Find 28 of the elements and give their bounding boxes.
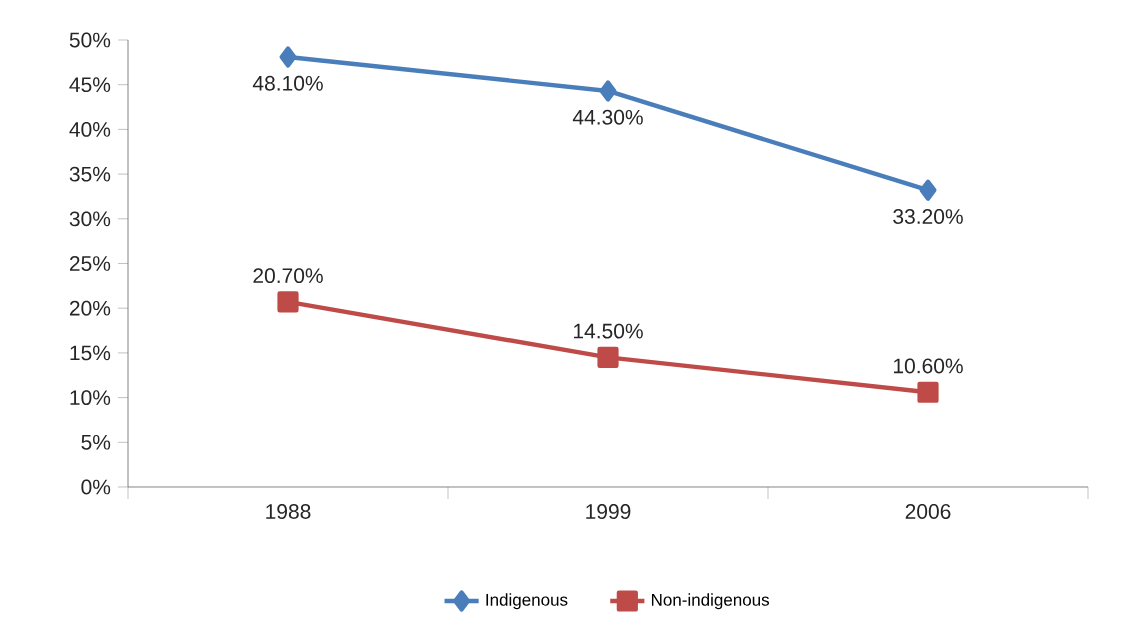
y-tick-label: 10% bbox=[70, 390, 111, 406]
point bbox=[279, 46, 297, 68]
y-tick-label: 35% bbox=[69, 166, 111, 182]
x-tick-label: 1988 bbox=[266, 504, 311, 519]
point bbox=[277, 291, 299, 313]
y-tick-label: 40% bbox=[69, 121, 111, 137]
y-tick-label: 0% bbox=[81, 479, 111, 495]
y-tick-label: 20% bbox=[69, 300, 111, 316]
y-tick-label: 45% bbox=[69, 77, 111, 93]
point bbox=[919, 179, 937, 201]
data-label: 20.70% bbox=[253, 268, 323, 284]
x-tick-label: 2006 bbox=[905, 504, 951, 519]
point bbox=[597, 346, 619, 368]
y-tick-label: 50% bbox=[69, 32, 111, 48]
data-label: 48.10% bbox=[252, 75, 323, 91]
y-tick-label: 25% bbox=[69, 256, 111, 271]
data-label: 14.50% bbox=[573, 323, 643, 339]
y-tick-label: 30% bbox=[69, 211, 111, 227]
y-tick-label: 5% bbox=[81, 434, 111, 450]
data-label: 33.20% bbox=[893, 209, 963, 224]
x-tick-label: 1999 bbox=[586, 504, 631, 519]
point bbox=[599, 80, 617, 102]
legend-label: Indigenous bbox=[486, 593, 568, 610]
point bbox=[917, 381, 939, 403]
y-tick-label: 15% bbox=[70, 345, 111, 361]
data-label: 44.30% bbox=[572, 109, 643, 125]
data-label: 10.60% bbox=[894, 358, 963, 374]
legend-label: Non-indigenous bbox=[651, 593, 770, 610]
